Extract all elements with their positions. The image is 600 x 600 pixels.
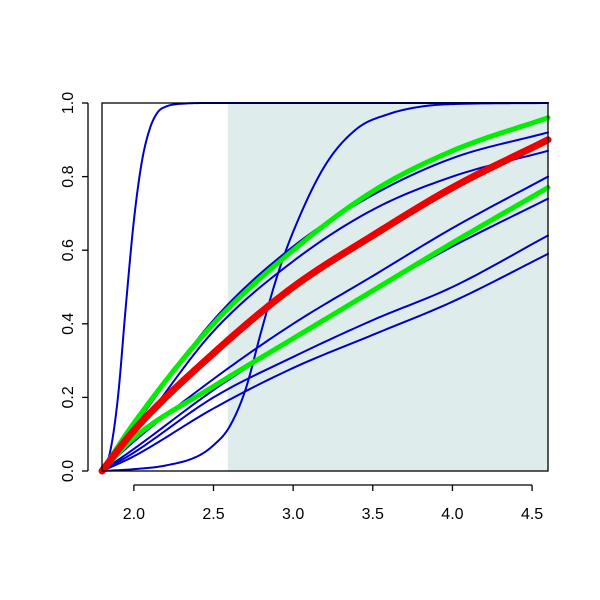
x-tick-label: 2.5 [202, 506, 224, 523]
x-tick-label: 3.0 [282, 506, 304, 523]
series-line-7 [101, 234, 549, 472]
series-line-10 [99, 185, 551, 474]
series-line-11 [98, 136, 552, 475]
y-tick-label: 0.0 [60, 460, 77, 482]
shaded-region-layer [227, 103, 549, 471]
series-line-5 [101, 175, 549, 472]
plot-frame [101, 102, 549, 472]
x-tick-label: 3.5 [362, 506, 384, 523]
y-tick-label: 0.8 [60, 165, 77, 187]
series-line-8 [101, 252, 549, 472]
y-tick-label: 1.0 [60, 92, 77, 114]
y-tick-label: 0.6 [60, 239, 77, 261]
x-tick-label: 4.5 [521, 506, 543, 523]
series-line-9 [99, 115, 551, 474]
y-tick-label: 0.4 [60, 313, 77, 335]
series-layer [98, 102, 552, 475]
axes-layer: 2.0 2.5 3.0 3.5 4.0 4.5 0.0 0.2 0.4 0.6 0.8 1.0 [60, 92, 549, 523]
shaded-region [227, 103, 549, 471]
y-tick-label: 0.2 [60, 386, 77, 408]
x-tick-label: 2.0 [123, 506, 145, 523]
x-tick-label: 4.0 [441, 506, 463, 523]
